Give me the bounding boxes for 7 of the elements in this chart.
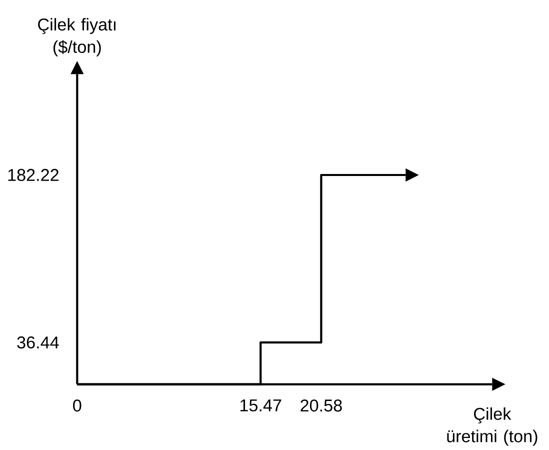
y-tick-label: 36.44 <box>17 336 59 348</box>
x-tick-label: 20.58 <box>300 399 342 412</box>
y-tick-label: 182.22 <box>8 168 58 182</box>
x-tick-label: 15.47 <box>240 399 282 412</box>
x-axis-title: Çilek üretimi (ton) <box>447 407 538 446</box>
y-axis-title: Çilek fiyatı ($/ton) <box>38 18 116 56</box>
x-tick-label: 0 <box>73 399 82 412</box>
